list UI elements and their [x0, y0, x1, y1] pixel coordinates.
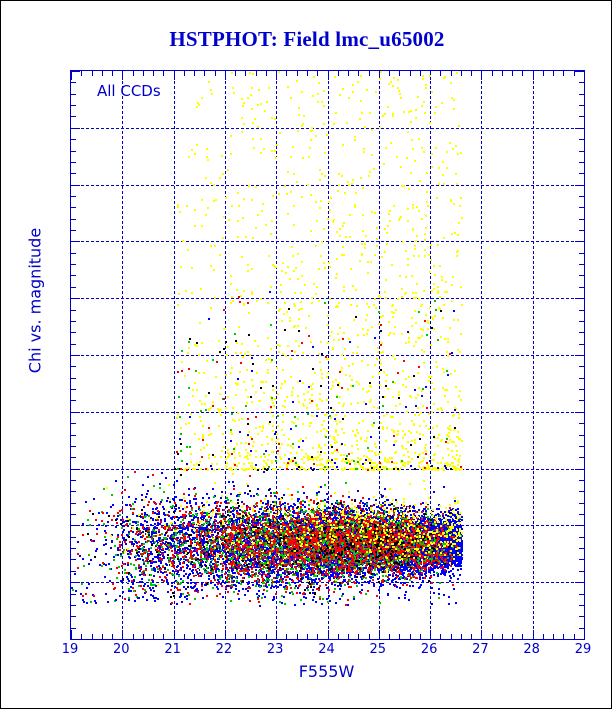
x-tick-label: 23 — [267, 642, 284, 657]
x-axis-label: F555W — [70, 662, 583, 681]
x-tick-label: 28 — [523, 642, 540, 657]
page-title: HSTPHOT: Field lmc_u65002 — [1, 27, 612, 52]
x-tick-label: 19 — [62, 642, 79, 657]
x-tick-label: 20 — [113, 642, 130, 657]
x-tick-label: 22 — [216, 642, 233, 657]
x-tick-label: 27 — [472, 642, 489, 657]
x-tick-label: 29 — [575, 642, 592, 657]
annotation-all-ccds: All CCDs — [97, 82, 161, 100]
plot-area: All CCDs — [70, 70, 585, 640]
x-tick-label: 24 — [318, 642, 335, 657]
x-tick-label: 26 — [421, 642, 438, 657]
x-tick-label: 21 — [164, 642, 181, 657]
x-tick-label: 25 — [370, 642, 387, 657]
scatter-points — [71, 71, 584, 639]
y-axis-label: Chi vs. magnitude — [26, 171, 45, 431]
